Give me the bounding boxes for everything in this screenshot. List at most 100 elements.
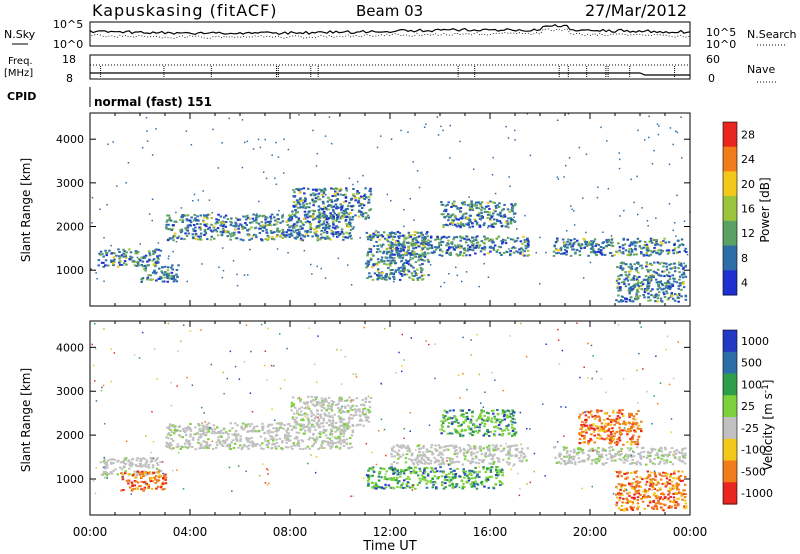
echo-cell-b7 [629, 243, 633, 246]
echo-cell-b7 [661, 242, 664, 245]
echo-cell-b3 [347, 213, 350, 216]
echo-cell-b2 [233, 233, 236, 236]
echo-cell-b8 [628, 273, 631, 276]
echo-cell-b4 [405, 483, 408, 486]
echo-cell-b4 [411, 486, 414, 489]
echo-cell-b7 [610, 456, 613, 459]
echo-cell-b0 [123, 465, 126, 468]
echo-cell-b0 [136, 457, 139, 460]
echo-cell-b4 [473, 477, 477, 480]
echo-cell-b5 [477, 462, 481, 465]
echo-cell-b5 [429, 462, 432, 465]
echo-cell-b5 [481, 459, 484, 462]
echo-cell-b5 [505, 453, 508, 456]
echo-cell-b3 [348, 396, 351, 399]
echo-cell-b4 [414, 272, 417, 275]
echo-cell-b6 [478, 417, 481, 420]
echo-cell-b2 [206, 238, 209, 241]
echo-speck [236, 273, 238, 276]
echo-cell-b3 [337, 206, 340, 209]
echo-cell-b2 [251, 443, 254, 446]
echo-cell-b3 [295, 199, 299, 202]
echo-cell-b2 [298, 228, 302, 231]
echo-cell-b6 [502, 208, 505, 211]
echo-cell-b2 [216, 234, 220, 237]
echo-cell-b4 [366, 277, 369, 280]
echo-speck [623, 209, 625, 212]
echo-cell-b4 [384, 483, 387, 486]
echo-cell-b6 [492, 433, 496, 436]
echo-cell-b5 [390, 455, 394, 458]
echo-cell-b2 [247, 447, 250, 450]
echo-cell-b7 [647, 249, 651, 252]
echo-cell-b4 [431, 469, 434, 472]
echo-cell-b3 [329, 407, 333, 410]
echo-cell-b8 [656, 261, 660, 264]
echo-cell-b6 [513, 212, 517, 215]
echo-cell-b8 [623, 282, 626, 285]
echo-cell-b4 [377, 271, 381, 274]
echo-cell-b0 [110, 261, 113, 263]
echo-cell-b3 [298, 188, 302, 191]
echo-cell-b4 [426, 235, 429, 238]
echo-cell-b4 [463, 476, 466, 479]
echo-cell-b8 [673, 299, 677, 302]
echo-cell-b2 [332, 426, 335, 429]
echo-cell-b3 [348, 201, 351, 204]
echo-cell-b8 [629, 263, 632, 266]
echo-cell-b8 [619, 429, 622, 432]
echo-cell-b5 [437, 463, 441, 466]
echo-cell-b7 [615, 250, 618, 253]
echo-cell-b2 [189, 219, 192, 222]
echo-cell-b4 [367, 482, 370, 485]
echo-cell-b2 [270, 231, 273, 234]
echo-cell-b2 [275, 223, 278, 226]
echo-cell-b1 [155, 279, 158, 282]
echo-speck [91, 196, 94, 199]
echo-cell-b8 [665, 286, 668, 289]
echo-speck [328, 116, 331, 118]
echo-cell-b4 [398, 256, 401, 259]
echo-cell-b6 [491, 201, 495, 204]
echo-cell-b2 [309, 231, 312, 234]
echo-cell-b2 [188, 443, 191, 446]
echo-cell-b5 [429, 236, 433, 239]
echo-cell-b6 [462, 203, 465, 206]
echo-speck [151, 219, 153, 222]
echo-cell-b2 [338, 440, 342, 443]
echo-cell-b0 [118, 251, 121, 253]
echo-cell-b4 [407, 467, 410, 469]
echo-cell-b3 [357, 201, 360, 204]
echo-cell-b7 [655, 239, 658, 242]
echo-cell-b1 [127, 473, 130, 475]
echo-cell-b4 [431, 478, 434, 480]
echo-cell-b5 [422, 446, 425, 449]
echo-cell-b3 [367, 408, 370, 411]
echo-cell-b4 [377, 261, 380, 264]
echo-speck [316, 265, 318, 268]
echo-cell-b7 [591, 245, 594, 248]
echo-cell-b2 [342, 445, 346, 447]
echo-cell-b2 [187, 232, 190, 235]
echo-cell-b0 [128, 258, 131, 261]
echo-cell-b2 [245, 224, 248, 226]
echo-cell-b7 [645, 245, 649, 248]
echo-cell-b2 [219, 442, 222, 445]
echo-cell-b2 [337, 437, 340, 440]
echo-speck [168, 255, 170, 257]
echo-cell-b8 [617, 289, 620, 292]
echo-speck [672, 143, 674, 146]
echo-cell-b5 [497, 245, 501, 248]
echo-cell-b2 [268, 429, 271, 432]
echo-cell-b4 [389, 273, 392, 276]
echo-cell-b2 [275, 235, 278, 238]
echo-cell-b2 [259, 435, 263, 438]
echo-cell-b7 [567, 238, 570, 241]
echo-cell-b2 [231, 433, 234, 436]
echo-cell-b7 [552, 254, 556, 257]
echo-cell-b3 [315, 189, 318, 192]
echo-cell-b3 [322, 419, 326, 422]
echo-speck [633, 201, 635, 204]
echo-cell-b5 [441, 453, 444, 456]
echo-cell-b5 [434, 246, 437, 249]
